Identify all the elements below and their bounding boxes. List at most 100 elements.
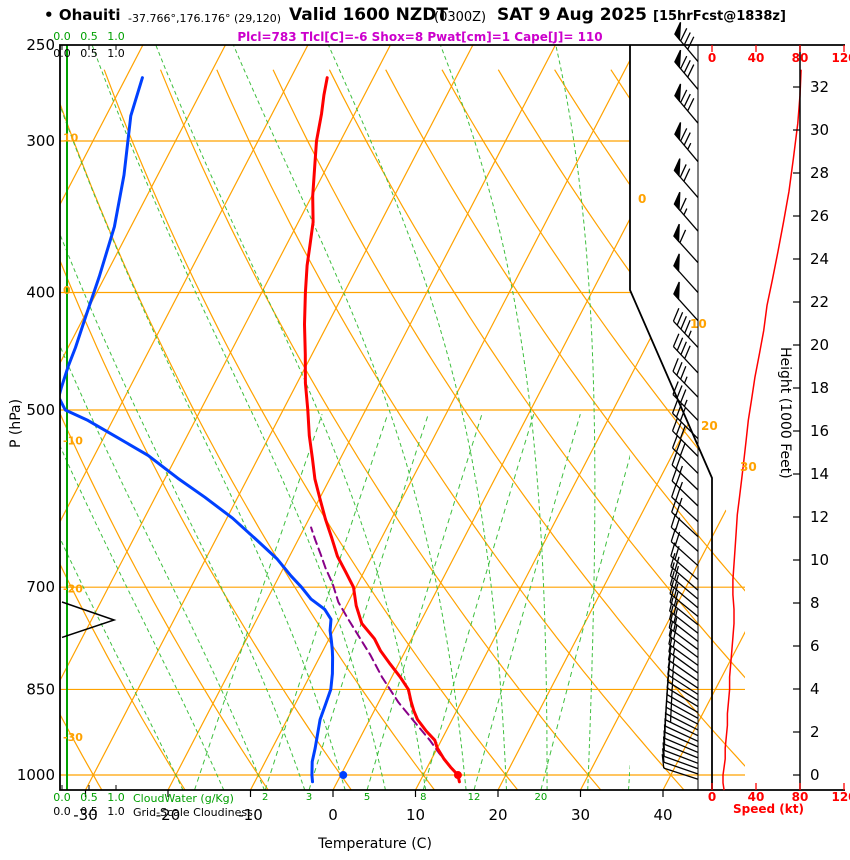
svg-text:30: 30 (740, 460, 757, 474)
svg-text:250: 250 (26, 36, 55, 54)
svg-text:-10: -10 (63, 435, 83, 448)
station-name: Ohauiti (58, 6, 121, 24)
svg-text:850: 850 (26, 680, 55, 698)
svg-text:80: 80 (792, 790, 809, 804)
station-coordinates: -37.766°,176.176° (29,120) (128, 12, 282, 25)
moist-adiabat-grid (60, 45, 630, 790)
temperature-axis-label: Temperature (C) (318, 836, 432, 852)
svg-text:0.5: 0.5 (80, 47, 98, 60)
svg-text:12: 12 (810, 508, 829, 526)
isotherm-labels: 0 10 20 30 (638, 192, 757, 474)
mixing-ratio-grid (194, 414, 630, 790)
svg-text:8: 8 (810, 594, 820, 612)
svg-text:500: 500 (26, 401, 55, 419)
temperature-tick-labels: -30 -20 -10 0 10 20 30 40 (73, 790, 673, 824)
svg-text:0: 0 (708, 51, 716, 65)
svg-text:0.5: 0.5 (80, 805, 98, 818)
svg-text:1000: 1000 (17, 766, 55, 784)
pressure-axis-label: P (hPa) (8, 398, 24, 448)
svg-text:28: 28 (810, 164, 829, 182)
svg-text:300: 300 (26, 132, 55, 150)
svg-text:1.0: 1.0 (107, 30, 125, 43)
svg-text:20: 20 (535, 792, 548, 803)
svg-text:0.5: 0.5 (80, 30, 98, 43)
svg-text:26: 26 (810, 207, 829, 225)
svg-text:30: 30 (810, 121, 829, 139)
chart-frame-right-cut (629, 45, 713, 790)
svg-text:4: 4 (810, 680, 820, 698)
cloudiness-axis-label: Grid-Scale Cloudiness (133, 806, 253, 819)
mixing-ratio-labels: 2 3 5 8 12 20 (262, 792, 547, 803)
svg-text:120: 120 (831, 51, 850, 65)
valid-time-utc: (0300Z) (434, 10, 487, 25)
station-title: • Ohauiti (44, 6, 121, 24)
svg-text:700: 700 (26, 578, 55, 596)
svg-text:32: 32 (810, 78, 829, 96)
valid-time: Valid 1600 NZDT (289, 5, 448, 25)
svg-text:1.0: 1.0 (107, 791, 125, 804)
speed-tick-labels: 0 0 40 40 80 80 120 120 (708, 45, 850, 804)
svg-text:0.0: 0.0 (53, 47, 71, 60)
svg-text:1.0: 1.0 (107, 805, 125, 818)
svg-text:30: 30 (571, 806, 590, 824)
dewpoint-curve (60, 76, 335, 784)
svg-text:1.0: 1.0 (107, 47, 125, 60)
wind-speed-curve (722, 69, 802, 791)
cloudiness-profile (61, 601, 117, 639)
svg-text:20: 20 (488, 806, 507, 824)
svg-text:3: 3 (306, 792, 312, 803)
svg-text:0.5: 0.5 (80, 791, 98, 804)
chart-frame (59, 44, 845, 791)
svg-text:0.0: 0.0 (53, 791, 71, 804)
pressure-gridlines (60, 140, 745, 776)
svg-text:8: 8 (420, 792, 426, 803)
dry-adiabat-labels: 10 0 -10 -20 -30 (63, 131, 83, 743)
svg-text:10: 10 (810, 551, 829, 569)
svg-text:120: 120 (831, 790, 850, 804)
svg-text:10: 10 (690, 317, 707, 331)
forecast-tag: [15hrFcst@1838z] (653, 9, 786, 24)
speed-axis-label: Speed (kt) (733, 802, 804, 816)
svg-text:-20: -20 (63, 583, 83, 596)
svg-text:-30: -30 (73, 806, 98, 824)
svg-text:2: 2 (810, 723, 820, 741)
svg-text:20: 20 (701, 419, 718, 433)
svg-text:40: 40 (748, 51, 765, 65)
svg-text:22: 22 (810, 293, 829, 311)
svg-text:0: 0 (328, 806, 338, 824)
sounding-parameters: Plcl=783 Tlcl[C]=-6 Shox=8 Pwat[cm]=1 Ca… (237, 30, 603, 44)
dry-adiabat-grid (60, 69, 745, 790)
svg-text:6: 6 (810, 637, 820, 655)
pressure-tick-labels: 250 300 400 500 700 850 1000 (17, 36, 55, 784)
svg-text:18: 18 (810, 379, 829, 397)
station-bullet: • (44, 6, 54, 24)
svg-text:0.0: 0.0 (53, 805, 71, 818)
surface-dewpoint-dot (339, 771, 348, 780)
svg-text:80: 80 (792, 51, 809, 65)
svg-text:20: 20 (810, 336, 829, 354)
svg-text:40: 40 (748, 790, 765, 804)
surface-temp-dot (453, 771, 462, 780)
svg-text:2: 2 (262, 792, 268, 803)
svg-text:0: 0 (638, 192, 646, 206)
svg-text:0: 0 (63, 284, 71, 297)
cloud-scale-labels: 0.00.00.00.00.50.50.50.51.01.01.01.0 (53, 30, 125, 818)
cloudwater-axis-label: CloudWater (g/Kg) (133, 792, 234, 805)
svg-text:10: 10 (406, 806, 425, 824)
temperature-curve (303, 76, 461, 784)
svg-text:-20: -20 (156, 806, 181, 824)
svg-text:400: 400 (26, 284, 55, 302)
svg-text:5: 5 (364, 792, 370, 803)
svg-text:16: 16 (810, 422, 829, 440)
svg-text:14: 14 (810, 465, 829, 483)
svg-text:0.0: 0.0 (53, 30, 71, 43)
height-axis-label: Height (1000 Feet) (777, 347, 793, 479)
svg-text:40: 40 (653, 806, 672, 824)
svg-text:0: 0 (810, 766, 820, 784)
svg-text:10: 10 (63, 131, 79, 144)
parcel-path-curve (310, 526, 459, 776)
svg-text:-10: -10 (238, 806, 263, 824)
